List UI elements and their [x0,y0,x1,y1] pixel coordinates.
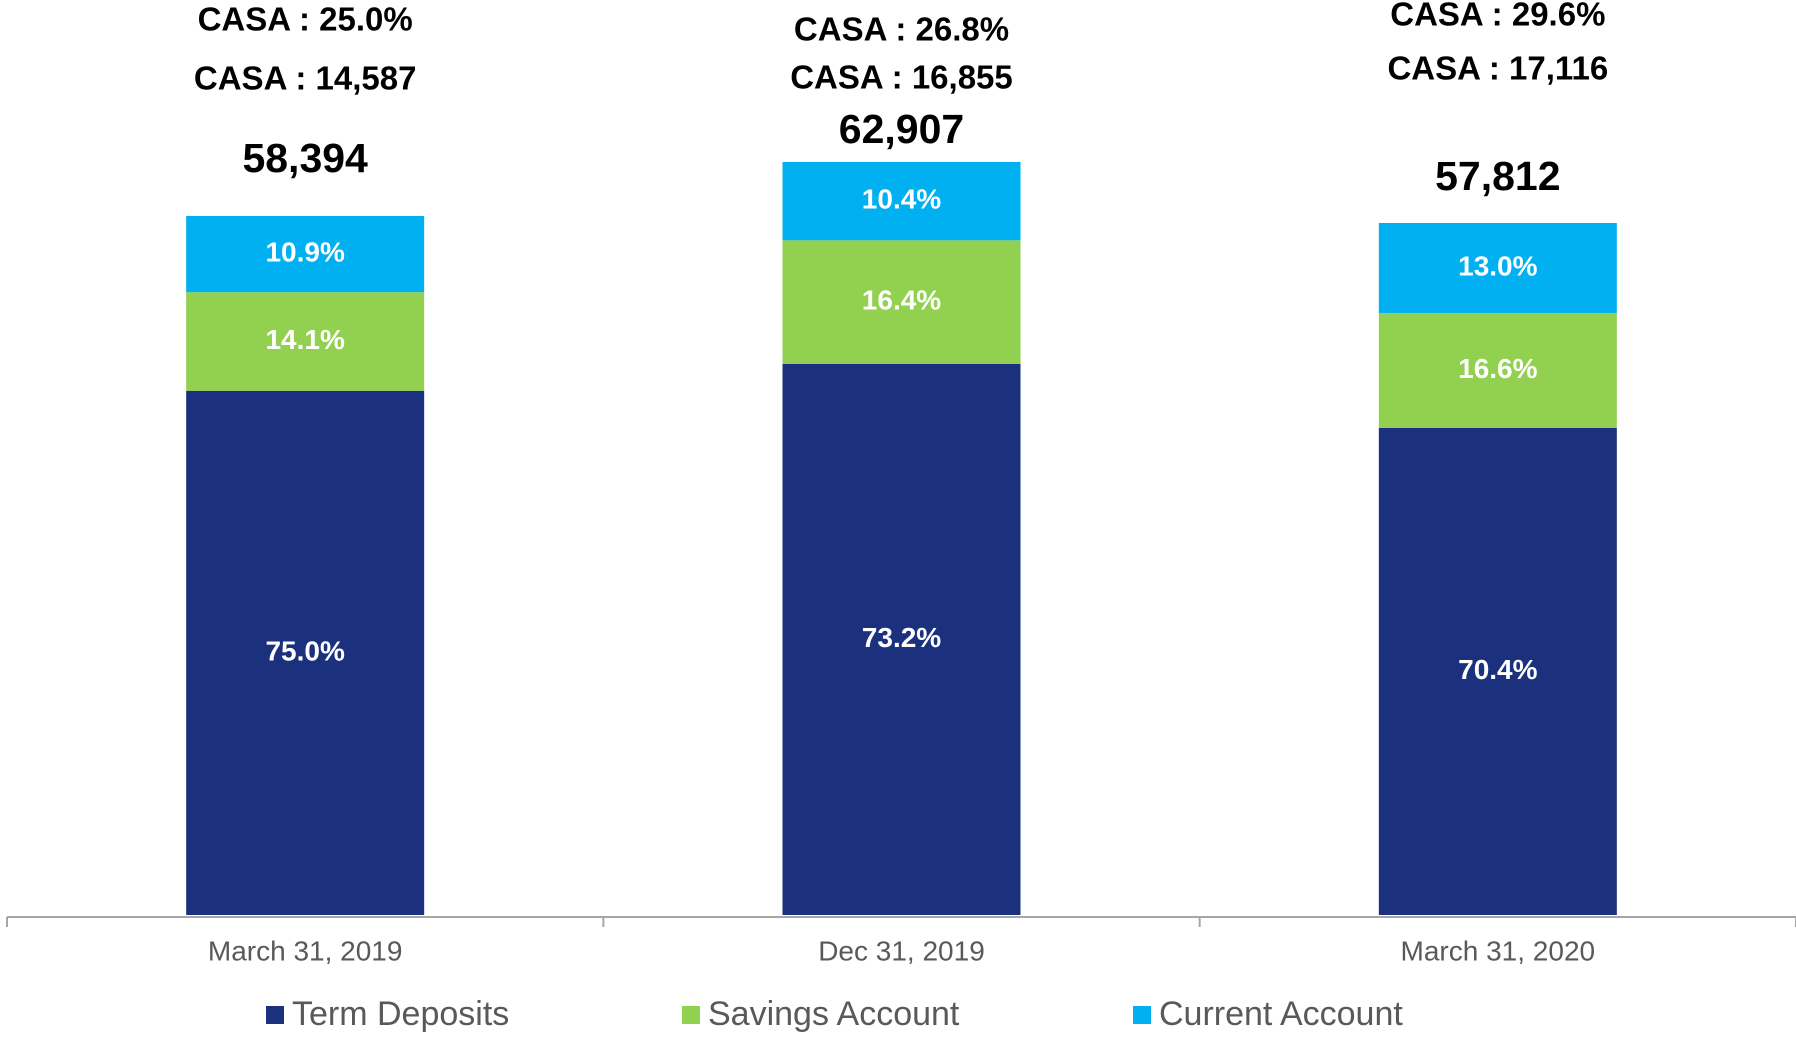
casa-annotation: CASA : 16,855 [790,59,1013,96]
segment-label: 10.4% [862,184,941,215]
segment-label: 73.2% [862,622,941,653]
segment-label: 75.0% [265,635,344,666]
segment-label: 16.4% [862,284,941,315]
legend-swatch [682,1006,700,1024]
legend-swatch [1133,1006,1151,1024]
x-tick-label: March 31, 2020 [1401,935,1596,966]
bar-segment [782,240,1021,364]
bar-segment [186,390,425,915]
legend-swatch [266,1006,284,1024]
casa-annotation: CASA : 25.0% [198,1,413,38]
segment-label: 10.9% [265,237,344,268]
x-tick-label: March 31, 2019 [208,935,403,966]
segment-label: 70.4% [1458,654,1537,685]
legend-label: Current Account [1159,995,1403,1033]
casa-annotation: CASA : 17,116 [1387,50,1608,87]
total-label: 62,907 [839,106,964,152]
bar-segment [186,292,425,391]
casa-annotation: CASA : 14,587 [194,60,417,97]
casa-annotation: CASA : 29.6% [1390,0,1605,33]
segment-label: 16.6% [1458,353,1537,384]
segment-label: 13.0% [1458,250,1537,281]
bar-segment [782,363,1021,916]
bar-segment [1378,427,1617,915]
x-tick-label: Dec 31, 2019 [818,935,985,966]
bar-segment [186,216,425,293]
legend-label: Term Deposits [292,995,509,1033]
bar-segment [1378,222,1617,313]
bar-segment [782,162,1021,241]
casa-annotation: CASA : 26.8% [794,11,1009,48]
total-label: 58,394 [242,135,368,181]
segment-label: 14.1% [265,324,344,355]
bar-segment [1378,312,1617,428]
legend-label: Savings Account [708,995,960,1033]
total-label: 57,812 [1435,153,1560,199]
